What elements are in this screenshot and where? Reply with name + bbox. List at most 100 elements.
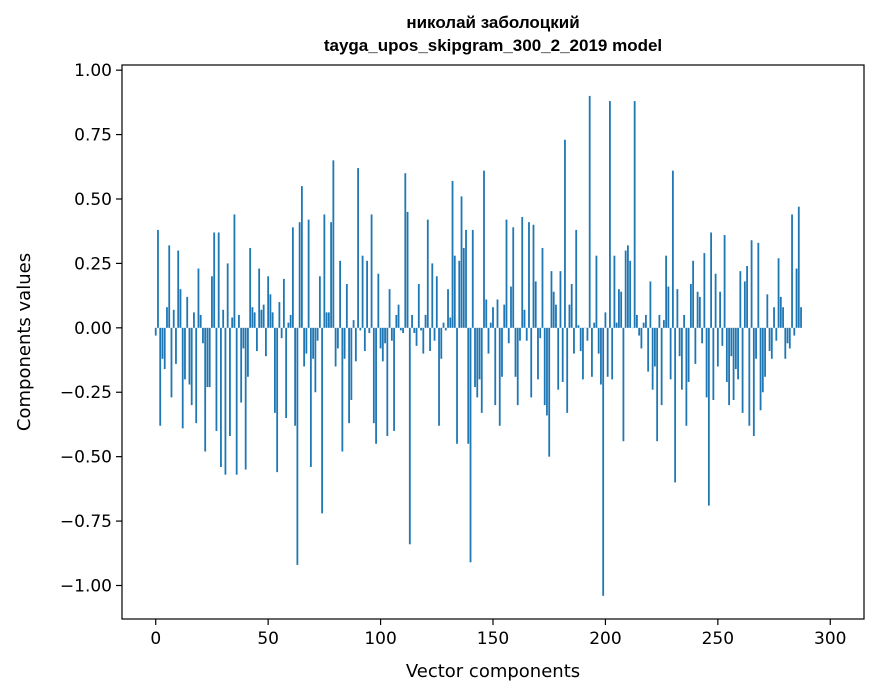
bar-80 <box>334 327 337 367</box>
bar-219 <box>647 327 650 372</box>
bar-286 <box>797 206 800 328</box>
bar-131 <box>449 317 452 328</box>
bar-248 <box>712 327 715 400</box>
bar-222 <box>653 327 656 367</box>
bar-280 <box>784 327 787 359</box>
bar-7 <box>170 327 173 398</box>
bar-82 <box>339 260 341 328</box>
bar-128 <box>442 322 445 328</box>
bar-27 <box>215 327 218 431</box>
bar-99 <box>377 273 380 328</box>
bar-275 <box>773 307 775 328</box>
bar-265 <box>750 240 753 328</box>
bar-109 <box>399 327 402 331</box>
bar-243 <box>701 327 704 344</box>
bar-162 <box>519 327 521 341</box>
bar-17 <box>193 312 195 328</box>
bar-221 <box>651 327 654 390</box>
bar-135 <box>458 260 461 328</box>
bar-228 <box>667 286 670 328</box>
bar-123 <box>431 263 434 328</box>
bar-202 <box>609 101 611 328</box>
bar-39 <box>242 327 245 349</box>
bar-256 <box>730 327 733 357</box>
bar-75 <box>323 214 326 328</box>
bar-223 <box>656 327 659 442</box>
bar-30 <box>222 309 225 328</box>
bar-208 <box>622 327 625 442</box>
bar-20 <box>199 314 202 328</box>
x-tick-label-50: 50 <box>257 629 279 649</box>
x-tick-label-150: 150 <box>477 629 509 649</box>
bar-143 <box>476 327 479 398</box>
bar-203 <box>611 327 614 380</box>
bar-9 <box>175 327 177 364</box>
bar-60 <box>289 314 292 328</box>
bar-270 <box>761 327 764 393</box>
bar-48 <box>262 304 265 328</box>
y-axis-label: Components values <box>14 253 35 431</box>
bar-261 <box>741 327 744 413</box>
bar-61 <box>291 227 294 328</box>
bar-26 <box>213 232 216 328</box>
bar-29 <box>220 327 222 467</box>
bar-141 <box>471 229 474 328</box>
bar-58 <box>285 327 288 419</box>
bar-137 <box>462 247 465 328</box>
bar-262 <box>743 281 746 328</box>
bar-72 <box>316 327 319 341</box>
bar-178 <box>555 304 557 328</box>
bar-170 <box>537 327 539 380</box>
bar-183 <box>566 327 569 413</box>
bar-238 <box>689 284 692 328</box>
bar-245 <box>705 327 708 398</box>
bar-160 <box>514 327 517 377</box>
bars-group <box>154 95 802 596</box>
bar-79 <box>332 160 335 328</box>
bar-91 <box>359 327 362 331</box>
bar-103 <box>386 327 389 437</box>
bar-18 <box>195 327 198 424</box>
bar-193 <box>588 95 591 328</box>
bar-108 <box>397 304 400 328</box>
bar-114 <box>411 314 413 328</box>
bar-14 <box>186 296 189 328</box>
bar-65 <box>300 186 303 328</box>
bar-187 <box>575 229 578 328</box>
bar-23 <box>206 327 209 388</box>
bar-92 <box>361 255 364 328</box>
bar-194 <box>591 327 593 377</box>
bar-21 <box>202 327 204 344</box>
bar-157 <box>507 327 510 344</box>
bar-133 <box>453 255 456 328</box>
bar-168 <box>532 224 535 328</box>
bar-76 <box>325 312 328 328</box>
bar-111 <box>404 173 407 328</box>
bar-24 <box>208 327 211 388</box>
bar-140 <box>469 327 472 563</box>
plot-frame <box>121 64 865 620</box>
bar-5 <box>166 307 168 328</box>
bar-230 <box>671 170 674 328</box>
bar-167 <box>530 327 533 398</box>
bar-98 <box>375 327 377 444</box>
bar-177 <box>552 291 555 328</box>
bar-237 <box>687 327 690 382</box>
x-axis-label: Vector components <box>406 661 580 682</box>
bar-255 <box>728 327 730 406</box>
bar-159 <box>512 227 515 328</box>
bar-45 <box>256 327 258 352</box>
bar-197 <box>597 327 600 354</box>
bar-185 <box>570 284 573 328</box>
bar-0 <box>154 327 157 336</box>
bar-199 <box>602 327 605 596</box>
bar-239 <box>692 260 695 328</box>
bar-180 <box>559 271 562 328</box>
bar-188 <box>577 325 580 328</box>
chart-title: николай заболоцкий <box>406 13 579 32</box>
bar-154 <box>501 327 503 377</box>
bar-84 <box>343 327 346 359</box>
bar-165 <box>525 327 528 341</box>
bar-10 <box>177 250 180 328</box>
